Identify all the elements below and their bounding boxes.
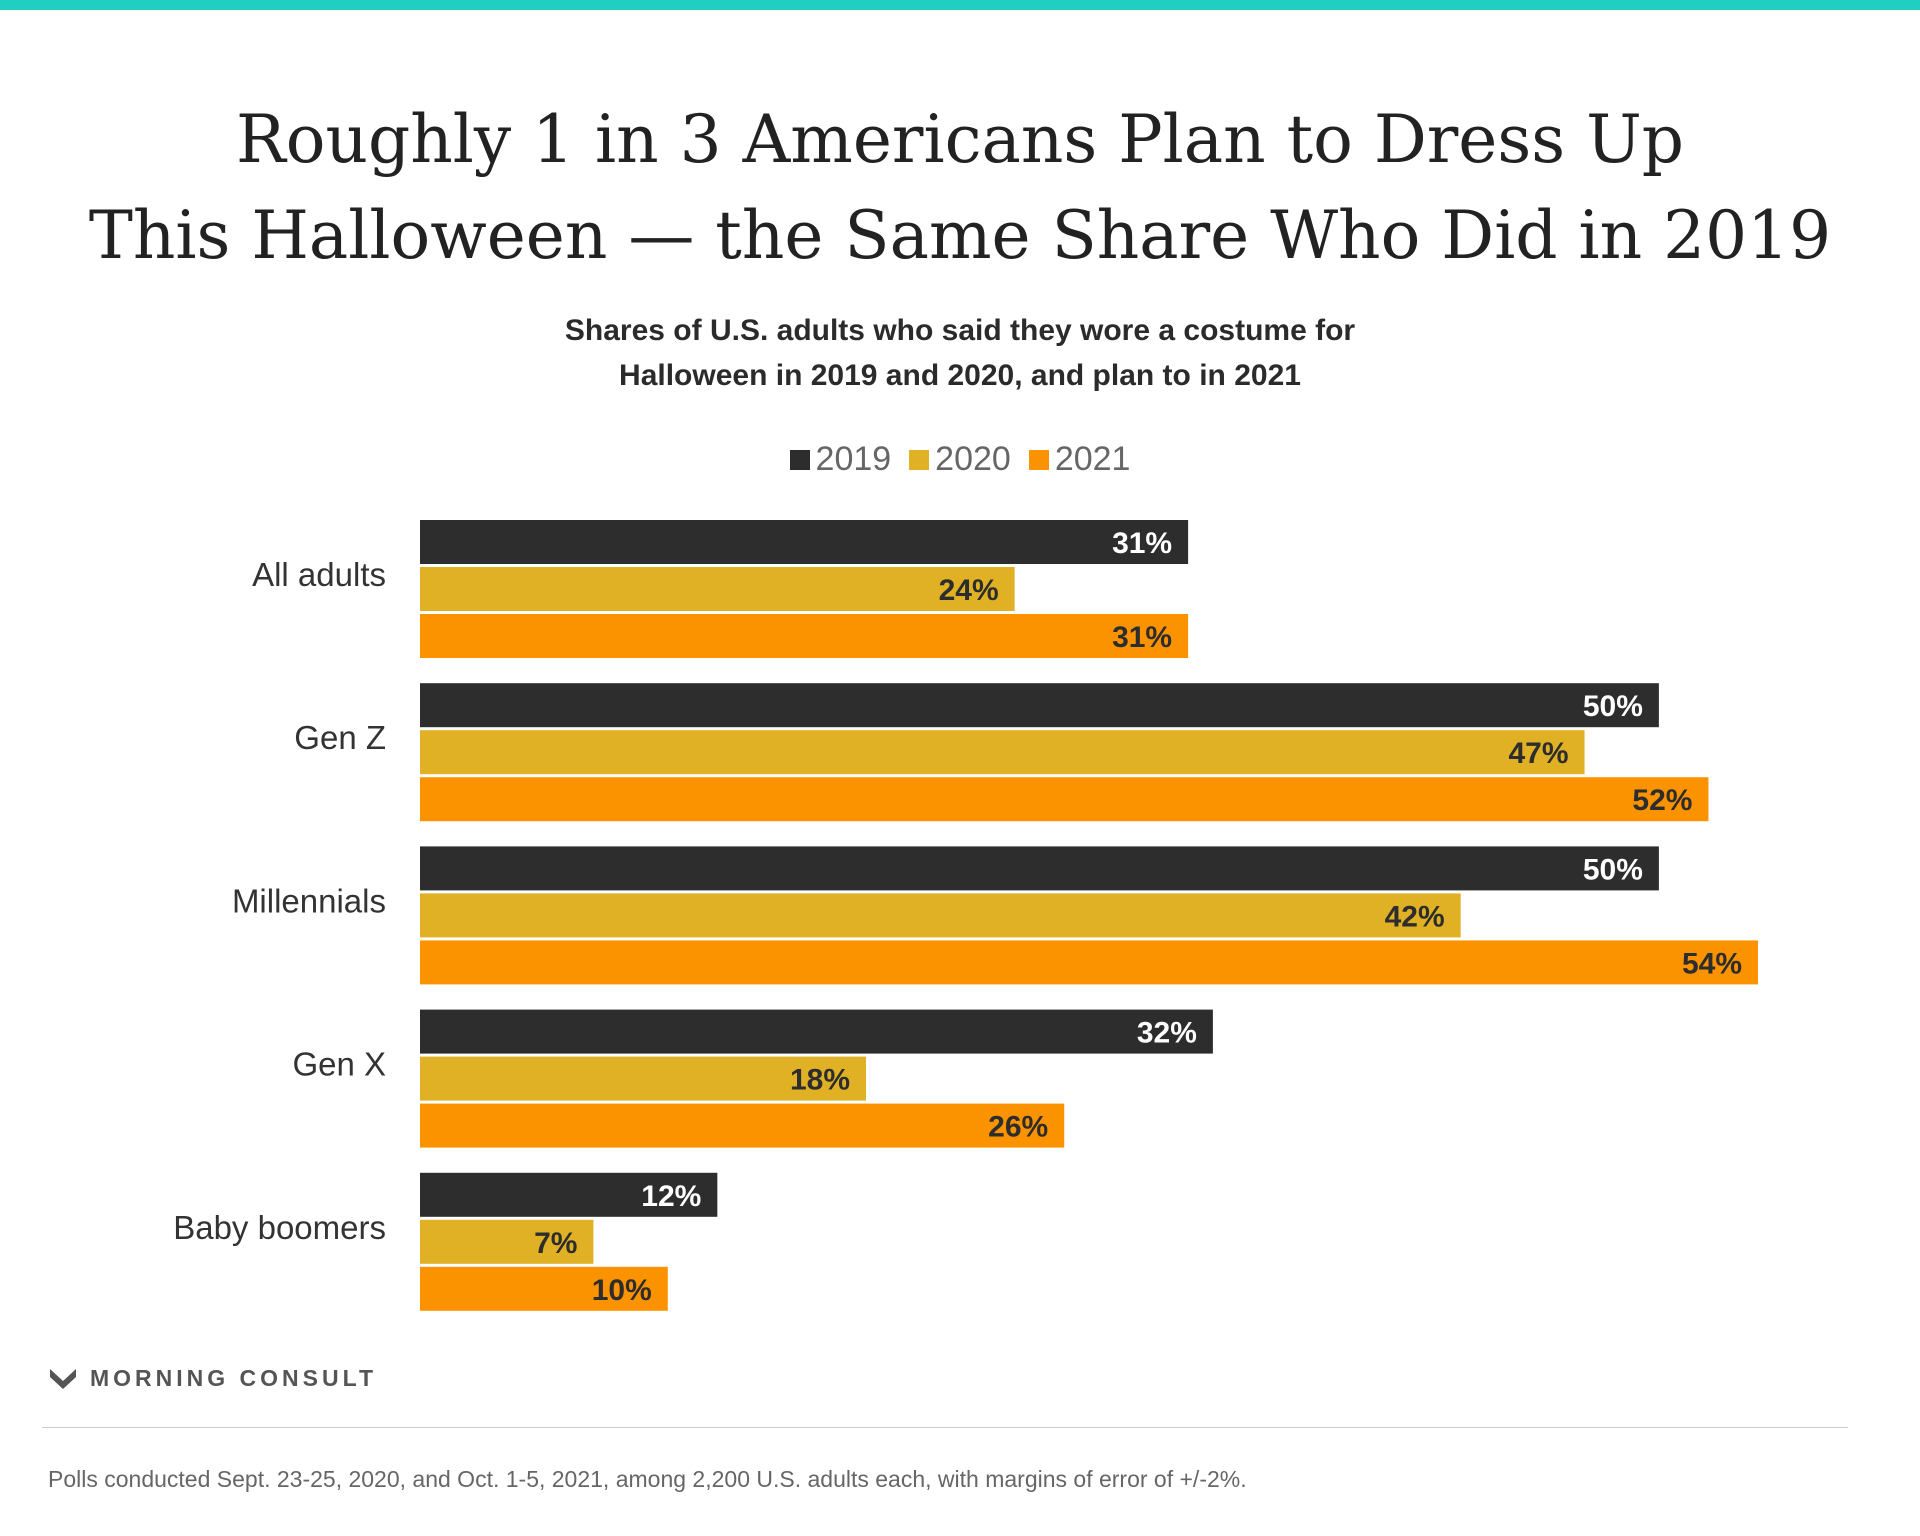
bar-baby-boomers-2019 bbox=[420, 1172, 718, 1217]
legend-item-2020: 2020 bbox=[909, 440, 1011, 479]
bar-all-adults-2020 bbox=[420, 567, 1015, 611]
footer-divider bbox=[42, 1427, 1848, 1428]
bar-millennials-2020 bbox=[420, 893, 1461, 938]
chart-subtitle-line-2: Halloween in 2019 and 2020, and plan to … bbox=[619, 359, 1301, 392]
bar-gen-x-2020 bbox=[420, 1056, 866, 1101]
bar-gen-z-2021 bbox=[420, 777, 1709, 822]
bar-all-adults-2021 bbox=[420, 614, 1189, 658]
chart-subtitle: Shares of U.S. adults who said they wore… bbox=[0, 308, 1920, 398]
data-label-baby-boomers-2021: 10% bbox=[592, 1274, 652, 1307]
bar-gen-x-2019 bbox=[420, 1009, 1213, 1054]
bar-millennials-2019 bbox=[420, 846, 1659, 891]
bar-gen-z-2019 bbox=[420, 683, 1659, 728]
legend-swatch-2021 bbox=[1028, 449, 1049, 470]
brand-logo-text: MORNING CONSULT bbox=[90, 1365, 378, 1391]
data-label-baby-boomers-2020: 7% bbox=[534, 1227, 577, 1260]
bar-gen-z-2020 bbox=[420, 730, 1585, 775]
chart-title-line-2: This Halloween — the Same Share Who Did … bbox=[88, 197, 1832, 274]
data-label-all-adults-2020: 24% bbox=[939, 574, 999, 607]
category-label-gen-z: Gen Z bbox=[294, 719, 386, 756]
data-label-baby-boomers-2019: 12% bbox=[641, 1180, 701, 1213]
bar-baby-boomers-2021 bbox=[420, 1266, 668, 1311]
legend-label-2020: 2020 bbox=[935, 440, 1011, 478]
legend-swatch-2019 bbox=[789, 449, 810, 470]
data-label-all-adults-2019: 31% bbox=[1112, 527, 1172, 560]
chart-title: Roughly 1 in 3 Americans Plan to Dress U… bbox=[0, 92, 1920, 284]
data-label-gen-z-2019: 50% bbox=[1583, 690, 1643, 723]
legend-item-2019: 2019 bbox=[789, 440, 892, 479]
bar-all-adults-2019 bbox=[420, 520, 1189, 564]
data-label-millennials-2021: 54% bbox=[1682, 947, 1742, 980]
category-label-gen-x: Gen X bbox=[292, 1046, 386, 1083]
category-label-all-adults: All adults bbox=[252, 556, 386, 593]
legend-swatch-2020 bbox=[909, 449, 930, 470]
category-label-millennials: Millennials bbox=[232, 882, 386, 919]
data-label-gen-x-2020: 18% bbox=[790, 1064, 850, 1097]
data-label-gen-x-2019: 32% bbox=[1137, 1017, 1197, 1050]
legend-label-2021: 2021 bbox=[1054, 440, 1131, 478]
legend-label-2019: 2019 bbox=[815, 440, 892, 478]
bar-chart: All adults 31% 24% 31% Gen Z 50% 47% 52% Millenn… bbox=[173, 520, 1758, 1311]
data-label-gen-z-2021: 52% bbox=[1632, 784, 1692, 817]
data-label-gen-z-2020: 47% bbox=[1509, 737, 1569, 770]
data-label-all-adults-2021: 31% bbox=[1112, 621, 1172, 654]
bar-baby-boomers-2020 bbox=[420, 1219, 594, 1264]
morning-consult-chevron-icon bbox=[50, 1368, 76, 1389]
bar-gen-x-2021 bbox=[420, 1103, 1065, 1148]
chart-subtitle-line-1: Shares of U.S. adults who said they wore… bbox=[564, 314, 1356, 347]
chart-legend: 2019 2020 2021 bbox=[0, 440, 1920, 479]
chart-title-line-1: Roughly 1 in 3 Americans Plan to Dress U… bbox=[236, 101, 1684, 178]
brand-logo: MORNING CONSULT bbox=[48, 1365, 377, 1392]
category-label-baby-boomers: Baby boomers bbox=[173, 1209, 386, 1246]
legend-item-2021: 2021 bbox=[1028, 440, 1131, 479]
data-label-gen-x-2021: 26% bbox=[988, 1111, 1048, 1144]
top-accent-bar bbox=[0, 0, 1920, 10]
data-label-millennials-2020: 42% bbox=[1385, 900, 1445, 933]
data-label-millennials-2019: 50% bbox=[1583, 853, 1643, 886]
bar-millennials-2021 bbox=[420, 940, 1758, 985]
footnote: Polls conducted Sept. 23-25, 2020, and O… bbox=[48, 1466, 1247, 1492]
